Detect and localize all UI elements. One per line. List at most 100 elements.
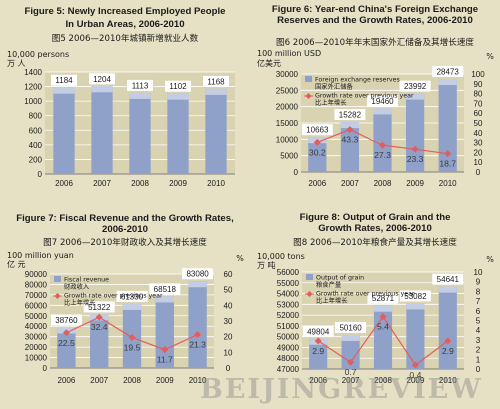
y-tick-label: 20000 <box>25 343 48 352</box>
growth-rate-point <box>314 337 322 345</box>
y2-tick-label: 10 <box>474 158 483 167</box>
y2-tick-label: 100 <box>471 70 485 79</box>
y-tick-label: 15000 <box>276 119 299 128</box>
legend-line-label-cn: 比上年增长 <box>64 298 96 307</box>
y2-tick-label: 0 <box>476 168 481 177</box>
x-tick-label: 2009 <box>406 179 424 188</box>
growth-rate-point <box>411 145 419 153</box>
bar-highlight <box>122 303 142 310</box>
bar-value-label: 19460 <box>371 97 394 106</box>
bar-value-box <box>127 79 153 91</box>
x-tick-label: 2007 <box>90 376 108 385</box>
bar <box>129 92 151 174</box>
growth-rate-label: 32.4 <box>91 322 108 332</box>
bar-value-box <box>367 292 399 304</box>
x-tick-label: 2008 <box>374 179 392 188</box>
chart-panel-employment: Figure 5: Newly Increased Employed Peopl… <box>0 0 250 204</box>
chart-panel-grain: Figure 8: Output of Grain and the Growth … <box>250 204 500 408</box>
bar-value-box <box>165 80 191 92</box>
y-tick-label: 80000 <box>25 280 48 289</box>
chart-title: Figure 6: Year-end China's Foreign Excha… <box>272 4 478 26</box>
y2-tick-label: 40 <box>224 301 233 310</box>
left-unit: 100 million USD <box>257 49 321 58</box>
bar <box>91 86 113 174</box>
y-tick-label: 800 <box>29 112 43 121</box>
chart-title-line: Reserves and the Growth Rates, 2006-2010 <box>277 15 473 26</box>
chart-panel-forex: Figure 6: Year-end China's Foreign Excha… <box>250 0 500 204</box>
y-tick-label: 1000 <box>24 97 42 106</box>
y2-tick-label: 10 <box>474 268 483 277</box>
y-tick-label: 47000 <box>277 365 300 374</box>
bar-value-box <box>432 273 464 285</box>
bar-value-label: 61330 <box>121 292 144 301</box>
growth-rate-point <box>95 313 103 321</box>
bar-highlight <box>340 122 360 129</box>
bar <box>406 303 425 369</box>
legend-line-marker <box>54 293 61 299</box>
y-tick-label: 1400 <box>24 68 42 77</box>
bar-value-label: 1168 <box>207 77 225 86</box>
growth-rate-label: 30.2 <box>309 147 326 157</box>
y-tick-label: 400 <box>29 141 43 150</box>
y2-tick-label: 40 <box>474 129 483 138</box>
bar-highlight <box>205 88 227 95</box>
left-unit: 10,000 persons <box>7 50 69 59</box>
growth-rate-label: 43.3 <box>342 135 359 145</box>
chart-title-line: Figure 6: Year-end China's Foreign Excha… <box>272 4 478 15</box>
growth-rate-label: 18.7 <box>439 159 456 169</box>
bar <box>155 296 174 368</box>
bar <box>90 314 109 368</box>
bar-highlight <box>129 92 151 99</box>
bar-value-label: 38760 <box>55 316 78 325</box>
bar-highlight <box>373 305 393 312</box>
x-tick-label: 2009 <box>407 376 425 385</box>
growth-rate-point <box>194 331 202 339</box>
x-tick-label: 2009 <box>169 179 187 188</box>
bar <box>53 87 75 174</box>
y-tick-label: 90000 <box>25 270 48 279</box>
bar <box>373 305 393 369</box>
legend-bar-swatch <box>305 76 312 82</box>
y-tick-label: 200 <box>29 155 43 164</box>
bar-value-label: 53082 <box>404 292 427 301</box>
legend-bar-swatch <box>306 274 313 280</box>
right-unit: % <box>486 52 494 61</box>
bar-value-label: 1204 <box>93 75 111 84</box>
bar-value-label: 51322 <box>88 303 111 312</box>
legend-bar-label-cn: 粮食产量 <box>316 280 342 289</box>
x-tick-label: 2008 <box>131 179 149 188</box>
growth-rate-label: 11.7 <box>157 355 173 365</box>
bar-value-box <box>399 290 431 302</box>
left-unit: 100 million yuan <box>7 251 74 260</box>
y-tick-label: 51000 <box>277 322 300 331</box>
y-tick-label: 56000 <box>277 268 300 277</box>
y-tick-label: 53000 <box>277 300 300 309</box>
bar-highlight <box>167 93 189 100</box>
bar-highlight <box>406 303 425 310</box>
y2-tick-label: 0 <box>226 364 231 373</box>
y2-tick-label: 20 <box>474 148 483 157</box>
bar-value-box <box>51 74 77 86</box>
chart-subtitle-cn: 图8 2006—2010年粮食产量及其增长速度 <box>293 236 457 248</box>
bar-value-box <box>301 124 333 136</box>
bar <box>405 93 425 172</box>
bar-highlight <box>155 296 174 303</box>
y2-tick-label: 0 <box>476 365 481 374</box>
bar-value-label: 83080 <box>186 270 209 279</box>
bar-value-box <box>334 109 366 121</box>
bar-highlight <box>438 286 457 293</box>
growth-rate-label: 2.9 <box>442 346 454 356</box>
x-tick-label: 2006 <box>308 179 326 188</box>
y2-tick-label: 7 <box>476 297 481 306</box>
bar-highlight <box>405 93 425 100</box>
legend-line-label: Growth rate over previous year <box>64 293 163 300</box>
y2-tick-label: 5 <box>476 317 481 326</box>
legend-bar-label: Output of grain <box>316 275 364 282</box>
chart-panel-fiscal: Figure 7: Fiscal Revenue and the Growth … <box>0 204 250 408</box>
bar <box>438 286 457 369</box>
growth-rate-point <box>161 346 169 354</box>
chart-subtitle-cn: 图5 2006—2010年城镇新增就业人数 <box>52 32 199 44</box>
chart-title-line: In Urban Areas, 2006-2010 <box>65 19 184 30</box>
growth-rate-point <box>62 329 70 337</box>
bar-highlight <box>188 281 207 288</box>
